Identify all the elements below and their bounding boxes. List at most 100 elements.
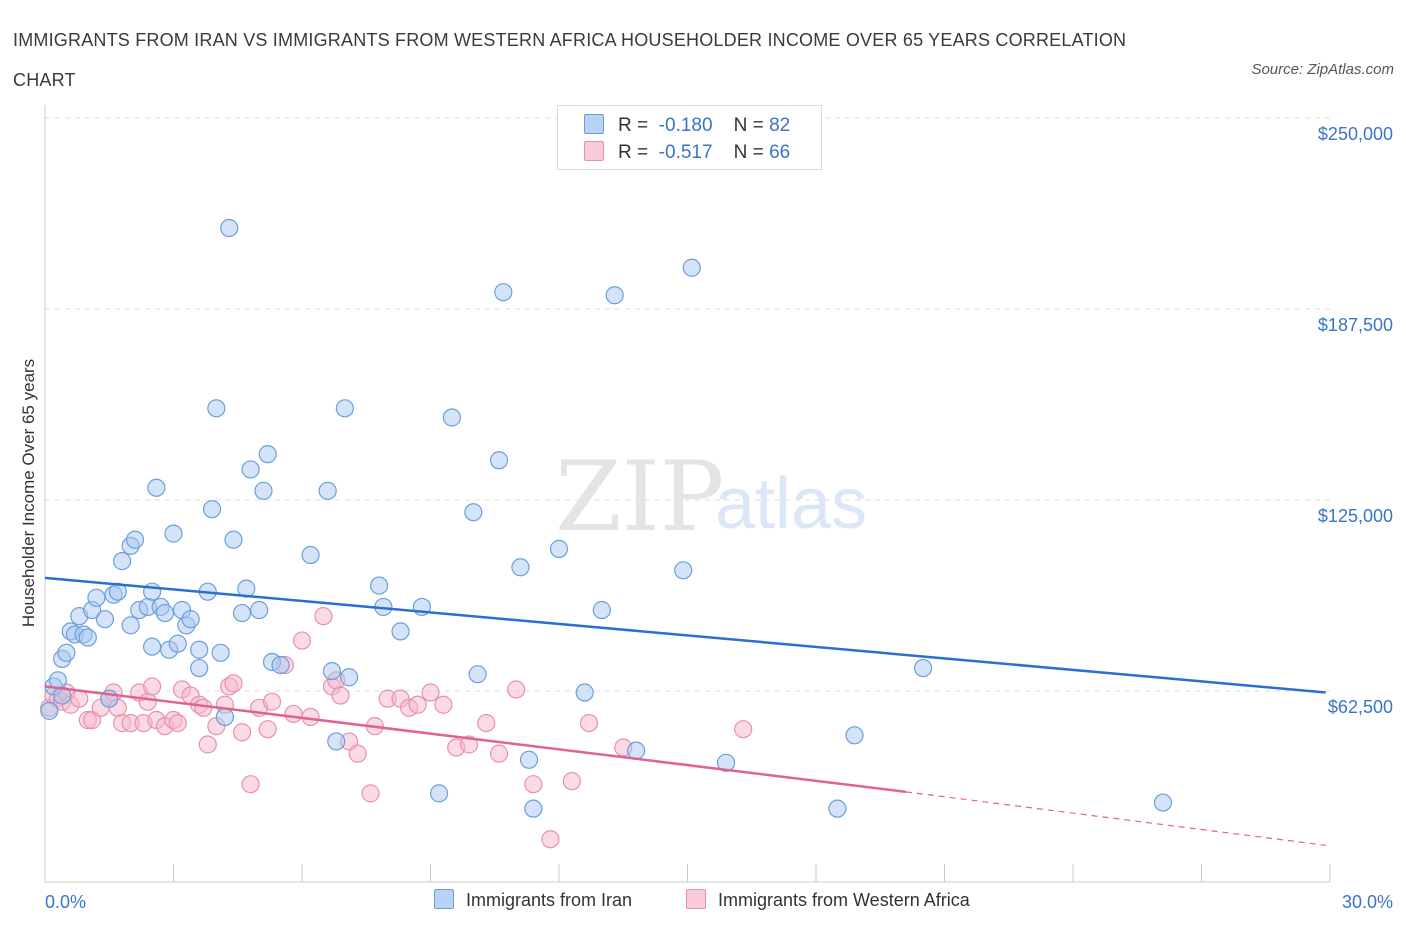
iran-point — [845, 726, 864, 745]
y-axis-label: Householder Income Over 65 years — [19, 359, 38, 627]
wafrica-trend-line — [44, 685, 907, 794]
legend-wafrica-r-label: R = — [618, 142, 649, 163]
wafrica-point — [734, 720, 753, 739]
iran-point — [207, 399, 226, 418]
iran-point — [468, 665, 487, 684]
wafrica-point — [262, 692, 282, 711]
stats-legend: R = -0.180 N = 82 R = -0.517 N = 66 — [557, 105, 822, 170]
iran-point — [254, 481, 273, 500]
iran-point — [682, 258, 701, 277]
iran-point — [442, 408, 462, 427]
iran-point — [828, 799, 847, 818]
wafrica-point — [408, 695, 427, 714]
iran-point — [716, 753, 736, 772]
wafrica-point — [70, 689, 89, 708]
iran-point — [327, 732, 346, 751]
bottom-legend-wafrica: Immigrants from Western Africa — [686, 889, 970, 911]
iran-point — [913, 658, 933, 678]
legend-iran-n-label: N = — [733, 115, 764, 136]
wafrica-point — [258, 720, 277, 739]
iran-point — [125, 530, 145, 549]
wafrica-point — [138, 692, 157, 711]
legend-iran-r-label: R = — [618, 115, 649, 136]
iran-point — [674, 561, 693, 580]
iran-point — [391, 622, 410, 641]
iran-point — [190, 640, 209, 659]
iran-point — [181, 610, 200, 629]
wafrica-point — [314, 607, 333, 626]
iran-point — [112, 552, 132, 571]
bottom-legend-iran-label: Immigrants from Iran — [466, 890, 633, 910]
iran-point — [108, 582, 127, 601]
iran-point — [301, 545, 320, 565]
iran-point — [464, 503, 483, 522]
iran-point — [250, 600, 269, 620]
x-tick-labels: 0.0% 30.0% — [45, 892, 1393, 912]
wafrica-point — [421, 683, 440, 702]
bottom-iran-swatch — [434, 889, 454, 909]
wafrica-point — [579, 713, 599, 733]
iran-point — [40, 701, 59, 720]
iran-point — [215, 707, 234, 727]
iran-point — [318, 481, 337, 500]
wafrica-point — [241, 775, 260, 794]
wafrica-point — [224, 674, 243, 693]
iran-point — [258, 445, 277, 464]
iran-point — [155, 603, 175, 623]
wafrica-point — [489, 744, 509, 763]
wafrica-point — [434, 695, 453, 714]
series-iran-points — [40, 218, 1173, 818]
y-tick-labels: $62,500 $125,000 $187,500 $250,000 — [1318, 124, 1393, 717]
wafrica-point — [348, 744, 367, 763]
iran-point — [78, 628, 97, 647]
iran-point — [626, 741, 646, 760]
bottom-legend-wafrica-label: Immigrants from Western Africa — [718, 890, 970, 910]
axes — [44, 105, 1331, 883]
series-western-africa-points — [40, 607, 753, 849]
wafrica-point — [541, 830, 560, 849]
legend-iran-r-value: -0.180 — [658, 115, 713, 136]
wafrica-point — [232, 723, 252, 742]
iran-point — [190, 658, 209, 678]
iran-point — [340, 668, 359, 687]
iran-swatch — [584, 114, 604, 134]
y-tick-label: $62,500 — [1328, 697, 1393, 717]
iran-point — [549, 539, 569, 558]
iran-point — [232, 603, 252, 623]
iran-point — [164, 524, 183, 543]
iran-point — [211, 643, 230, 662]
y-tick-label: $250,000 — [1318, 124, 1393, 144]
y-tick-label: $187,500 — [1318, 315, 1393, 335]
wafrica-point — [459, 735, 479, 754]
watermark-zip: ZIP — [555, 441, 724, 553]
legend-wafrica-n-label: N = — [733, 142, 764, 163]
wafrica-trend-extension — [905, 791, 1326, 846]
wafrica-point — [168, 713, 187, 733]
bottom-legend-iran: Immigrants from Iran — [434, 889, 632, 911]
wafrica-point — [562, 772, 581, 791]
iran-point — [511, 558, 530, 577]
wafrica-point — [292, 631, 312, 650]
legend-wafrica-n-value: 66 — [769, 142, 791, 163]
iran-point — [519, 750, 539, 769]
iran-point — [224, 530, 243, 549]
wafrica-point — [284, 704, 303, 724]
iran-point — [494, 283, 513, 302]
iran-point — [489, 451, 509, 470]
iran-point — [241, 460, 260, 479]
iran-point — [429, 784, 449, 803]
iran-point — [1153, 793, 1173, 812]
iran-point — [271, 655, 290, 675]
source-label: Source: ZipAtlas.com — [1251, 61, 1394, 78]
iran-point — [53, 686, 72, 705]
iran-point — [335, 399, 354, 418]
y-tick-label: $125,000 — [1318, 506, 1393, 526]
wafrica-point — [477, 713, 496, 733]
trend-lines — [44, 576, 1326, 846]
wafrica-point — [198, 735, 217, 754]
iran-point — [575, 683, 594, 702]
x-tick-label-max: 30.0% — [1342, 892, 1393, 912]
x-tick-label-min: 0.0% — [45, 892, 86, 912]
iran-point — [370, 576, 389, 595]
